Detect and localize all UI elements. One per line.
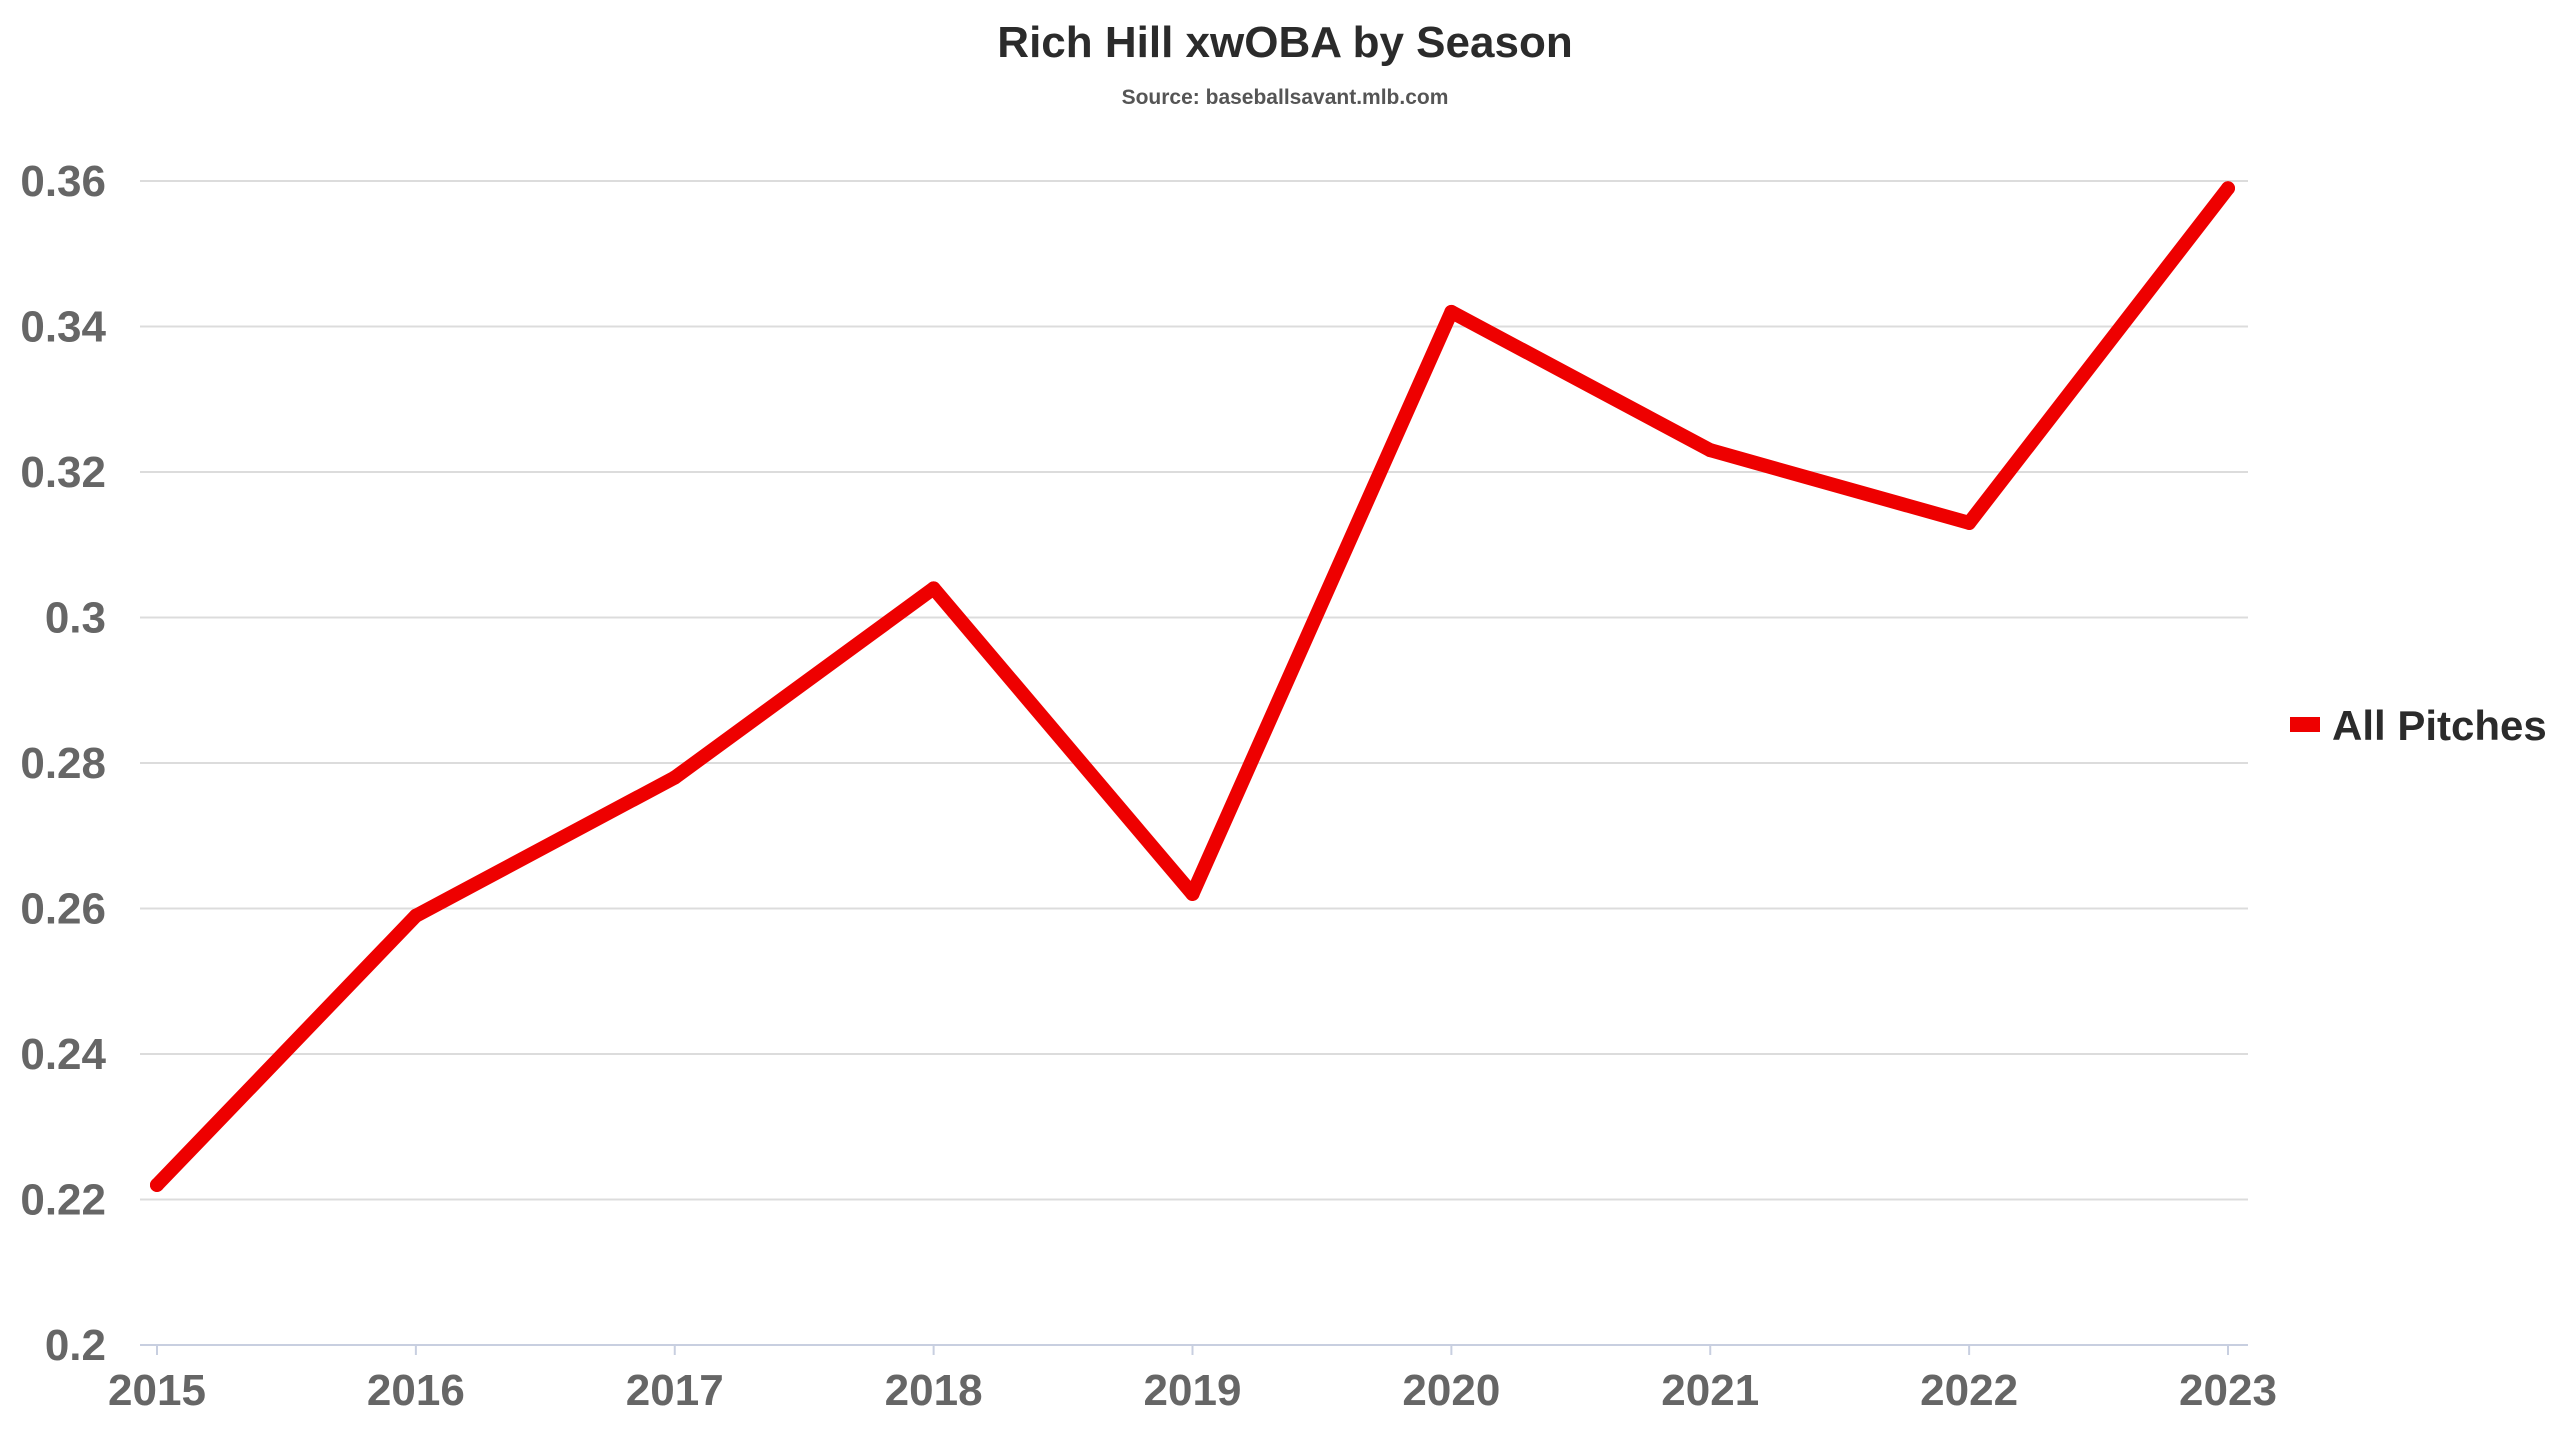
legend-swatch	[2290, 717, 2320, 732]
x-tick-label: 2022	[1920, 1366, 2018, 1415]
x-tick-label: 2016	[367, 1366, 465, 1415]
gridlines	[140, 180, 2248, 1201]
x-tick-label: 2018	[885, 1366, 983, 1415]
y-axis-ticks: 0.2 0.22 0.24 0.26 0.28 0.3 0.32 0.34 0.36	[20, 157, 106, 1370]
x-tick-label: 2019	[1144, 1366, 1242, 1415]
chart-subtitle: Source: baseballsavant.mlb.com	[1122, 86, 1449, 109]
data-point[interactable]	[1962, 515, 1977, 530]
x-tick-label: 2023	[2179, 1366, 2277, 1415]
x-axis-ticks: 2015 2016 2017 2018 2019 2020 2021 2022 2023	[108, 1345, 2277, 1415]
chart-title: Rich Hill xwOBA by Season	[997, 18, 1572, 67]
series-layer	[150, 181, 2235, 1192]
y-tick-label: 0.2	[45, 1321, 106, 1370]
y-tick-label: 0.32	[20, 448, 106, 497]
data-point[interactable]	[408, 908, 423, 923]
data-point[interactable]	[150, 1177, 164, 1192]
x-tick-label: 2017	[626, 1366, 724, 1415]
legend-label: All Pitches	[2332, 702, 2547, 749]
data-point[interactable]	[1703, 443, 1718, 458]
data-point[interactable]	[926, 581, 941, 596]
x-tick-label: 2021	[1661, 1366, 1759, 1415]
y-tick-label: 0.28	[20, 739, 106, 788]
y-tick-label: 0.36	[20, 157, 106, 206]
data-point[interactable]	[1444, 304, 1459, 319]
legend[interactable]: All Pitches	[2290, 702, 2547, 749]
x-tick-label: 2020	[1402, 1366, 1500, 1415]
data-point[interactable]	[1185, 886, 1200, 901]
y-tick-label: 0.3	[45, 594, 106, 643]
y-tick-label: 0.24	[20, 1030, 106, 1079]
y-tick-label: 0.22	[20, 1176, 106, 1225]
y-tick-label: 0.26	[20, 885, 106, 934]
x-tick-label: 2015	[108, 1366, 206, 1415]
y-tick-label: 0.34	[20, 303, 106, 352]
data-point[interactable]	[2221, 181, 2235, 196]
series-line[interactable]	[150, 181, 2235, 1192]
data-point[interactable]	[667, 770, 682, 785]
